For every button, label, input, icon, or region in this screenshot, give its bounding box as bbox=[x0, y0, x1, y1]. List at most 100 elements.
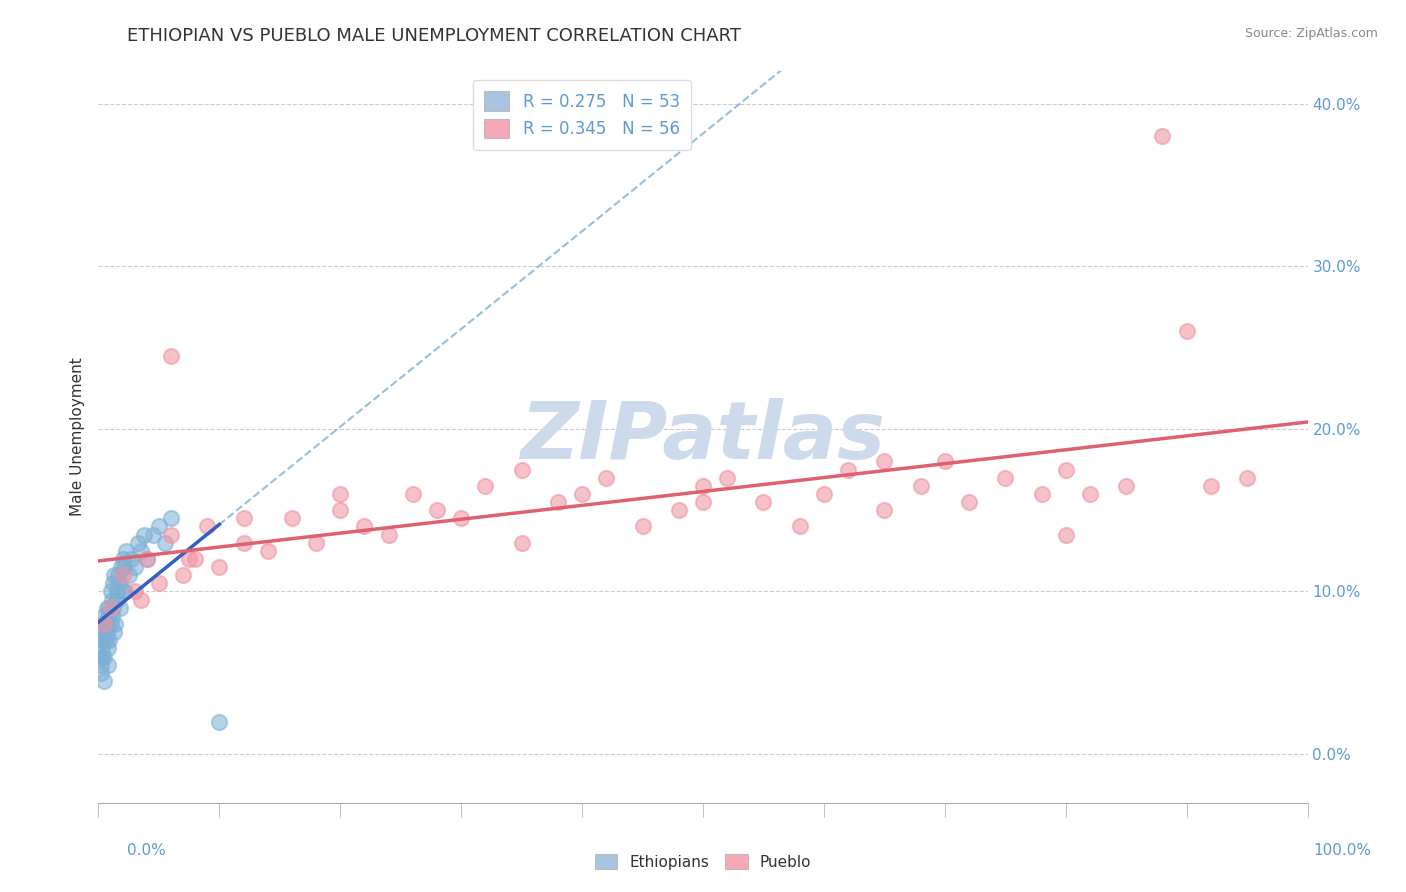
Point bbox=[129, 592, 152, 607]
Point bbox=[910, 479, 932, 493]
Point bbox=[1236, 471, 1258, 485]
Legend: Ethiopians, Pueblo: Ethiopians, Pueblo bbox=[589, 847, 817, 876]
Point bbox=[329, 503, 352, 517]
Point bbox=[91, 649, 114, 664]
Text: 0.0%: 0.0% bbox=[127, 843, 166, 858]
Point bbox=[97, 608, 120, 623]
Point bbox=[142, 527, 165, 541]
Point bbox=[716, 471, 738, 485]
Point bbox=[571, 487, 593, 501]
Point bbox=[93, 617, 115, 632]
Point bbox=[510, 462, 533, 476]
Point bbox=[105, 592, 128, 607]
Point bbox=[104, 617, 127, 632]
Point bbox=[256, 544, 278, 558]
Point bbox=[91, 625, 114, 640]
Point bbox=[100, 608, 122, 623]
Point bbox=[153, 535, 176, 549]
Point bbox=[120, 552, 142, 566]
Point bbox=[93, 673, 115, 688]
Point bbox=[90, 633, 112, 648]
Text: 100.0%: 100.0% bbox=[1313, 843, 1371, 858]
Point bbox=[114, 584, 136, 599]
Y-axis label: Male Unemployment: Male Unemployment bbox=[69, 358, 84, 516]
Point bbox=[353, 519, 375, 533]
Point bbox=[115, 544, 138, 558]
Point bbox=[813, 487, 835, 501]
Point bbox=[90, 665, 112, 680]
Point bbox=[1175, 325, 1198, 339]
Point bbox=[100, 592, 122, 607]
Point bbox=[426, 503, 449, 517]
Point bbox=[547, 495, 569, 509]
Point bbox=[127, 535, 149, 549]
Point bbox=[1152, 129, 1174, 144]
Point bbox=[94, 617, 117, 632]
Point bbox=[124, 560, 146, 574]
Point bbox=[91, 641, 114, 656]
Point bbox=[103, 625, 125, 640]
Point bbox=[108, 576, 131, 591]
Point bbox=[329, 487, 352, 501]
Point bbox=[692, 479, 714, 493]
Point bbox=[89, 649, 111, 664]
Point bbox=[111, 568, 134, 582]
Point bbox=[124, 584, 146, 599]
Point bbox=[837, 462, 859, 476]
Point bbox=[692, 495, 714, 509]
Point bbox=[377, 527, 399, 541]
Point bbox=[118, 568, 141, 582]
Point bbox=[111, 584, 134, 599]
Point bbox=[1031, 487, 1053, 501]
Point bbox=[135, 552, 157, 566]
Text: ETHIOPIAN VS PUEBLO MALE UNEMPLOYMENT CORRELATION CHART: ETHIOPIAN VS PUEBLO MALE UNEMPLOYMENT CO… bbox=[127, 27, 741, 45]
Point bbox=[160, 349, 183, 363]
Point bbox=[105, 584, 128, 599]
Point bbox=[160, 527, 183, 541]
Point bbox=[129, 544, 152, 558]
Point bbox=[107, 568, 129, 582]
Point bbox=[789, 519, 811, 533]
Point bbox=[450, 511, 472, 525]
Point bbox=[281, 511, 304, 525]
Text: Source: ZipAtlas.com: Source: ZipAtlas.com bbox=[1244, 27, 1378, 40]
Point bbox=[208, 714, 231, 729]
Point bbox=[195, 519, 218, 533]
Point bbox=[1115, 479, 1137, 493]
Point bbox=[108, 600, 131, 615]
Point bbox=[135, 552, 157, 566]
Point bbox=[631, 519, 654, 533]
Point bbox=[100, 617, 122, 632]
Point bbox=[134, 527, 156, 541]
Point bbox=[148, 576, 170, 591]
Point bbox=[96, 600, 118, 615]
Point bbox=[94, 633, 117, 648]
Point bbox=[1199, 479, 1222, 493]
Point bbox=[100, 584, 122, 599]
Point bbox=[402, 487, 425, 501]
Point bbox=[934, 454, 956, 468]
Point bbox=[90, 657, 112, 672]
Point bbox=[93, 649, 115, 664]
Point bbox=[305, 535, 328, 549]
Point bbox=[112, 560, 135, 574]
Point bbox=[98, 633, 121, 648]
Point bbox=[101, 576, 124, 591]
Point bbox=[232, 511, 254, 525]
Point bbox=[97, 641, 120, 656]
Point bbox=[98, 600, 121, 615]
Point bbox=[91, 633, 114, 648]
Point bbox=[93, 608, 115, 623]
Point bbox=[1078, 487, 1101, 501]
Point bbox=[91, 617, 114, 632]
Point bbox=[474, 479, 496, 493]
Point bbox=[668, 503, 690, 517]
Point bbox=[873, 454, 896, 468]
Point bbox=[96, 625, 118, 640]
Point bbox=[752, 495, 775, 509]
Point bbox=[184, 552, 207, 566]
Point bbox=[103, 568, 125, 582]
Text: ZIPatlas: ZIPatlas bbox=[520, 398, 886, 476]
Point bbox=[1054, 462, 1077, 476]
Point bbox=[957, 495, 980, 509]
